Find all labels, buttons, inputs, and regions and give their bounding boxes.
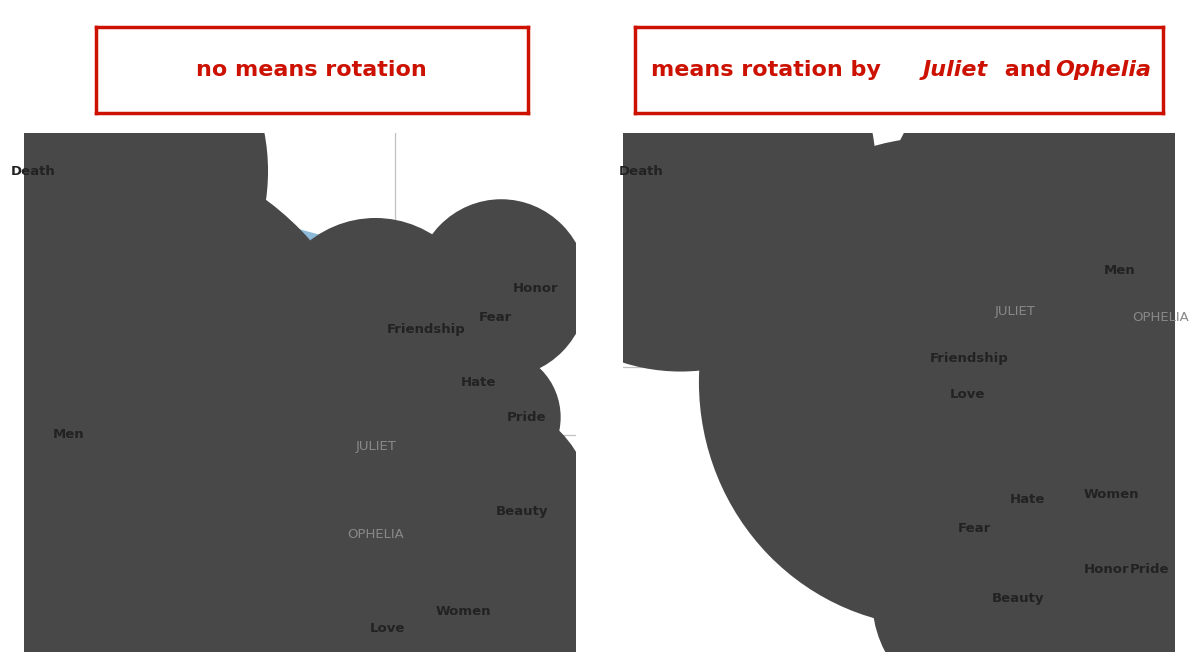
Circle shape [986,481,1159,659]
Text: Honor: Honor [513,282,559,295]
Circle shape [855,259,1199,665]
Circle shape [374,304,526,460]
Text: OPHELIA: OPHELIA [1132,311,1189,324]
Text: Ophelia: Ophelia [1055,60,1151,80]
Circle shape [430,350,561,484]
Circle shape [120,372,597,665]
Text: Fear: Fear [958,522,992,535]
Text: JULIET: JULIET [355,440,397,453]
Text: Pride: Pride [507,411,547,424]
Text: means rotation by: means rotation by [651,60,888,80]
Text: Death: Death [619,165,663,178]
Text: Women: Women [1084,487,1139,501]
Circle shape [267,218,484,441]
Text: Fear: Fear [478,311,512,324]
Circle shape [0,0,269,372]
Circle shape [251,421,598,665]
Text: Beauty: Beauty [992,593,1044,605]
Text: Hate: Hate [1010,493,1044,506]
Text: and: and [996,60,1059,80]
Circle shape [922,422,1074,577]
Circle shape [486,0,876,372]
Circle shape [391,239,543,396]
Text: Friendship: Friendship [929,352,1008,365]
Text: Pride: Pride [1129,563,1169,576]
Text: Death: Death [11,165,55,178]
Text: Love: Love [950,388,984,401]
Text: Beauty: Beauty [495,505,548,517]
Text: Juliet: Juliet [923,60,988,80]
Text: Men: Men [53,428,84,442]
Text: no means rotation: no means rotation [197,60,427,80]
Text: Men: Men [1103,264,1135,277]
Circle shape [869,0,1199,561]
Circle shape [375,400,592,622]
Circle shape [1053,503,1183,636]
Text: Hate: Hate [462,376,496,388]
Text: OPHELIA: OPHELIA [347,528,404,541]
Text: Love: Love [369,622,405,635]
Circle shape [0,146,384,665]
Circle shape [870,451,1023,606]
Text: Friendship: Friendship [387,323,465,336]
Circle shape [415,200,588,378]
Circle shape [699,137,1176,627]
Circle shape [872,487,1089,665]
Text: Honor: Honor [1084,563,1129,576]
Text: JULIET: JULIET [995,305,1036,319]
Text: Women: Women [435,604,492,618]
Circle shape [809,247,1026,470]
